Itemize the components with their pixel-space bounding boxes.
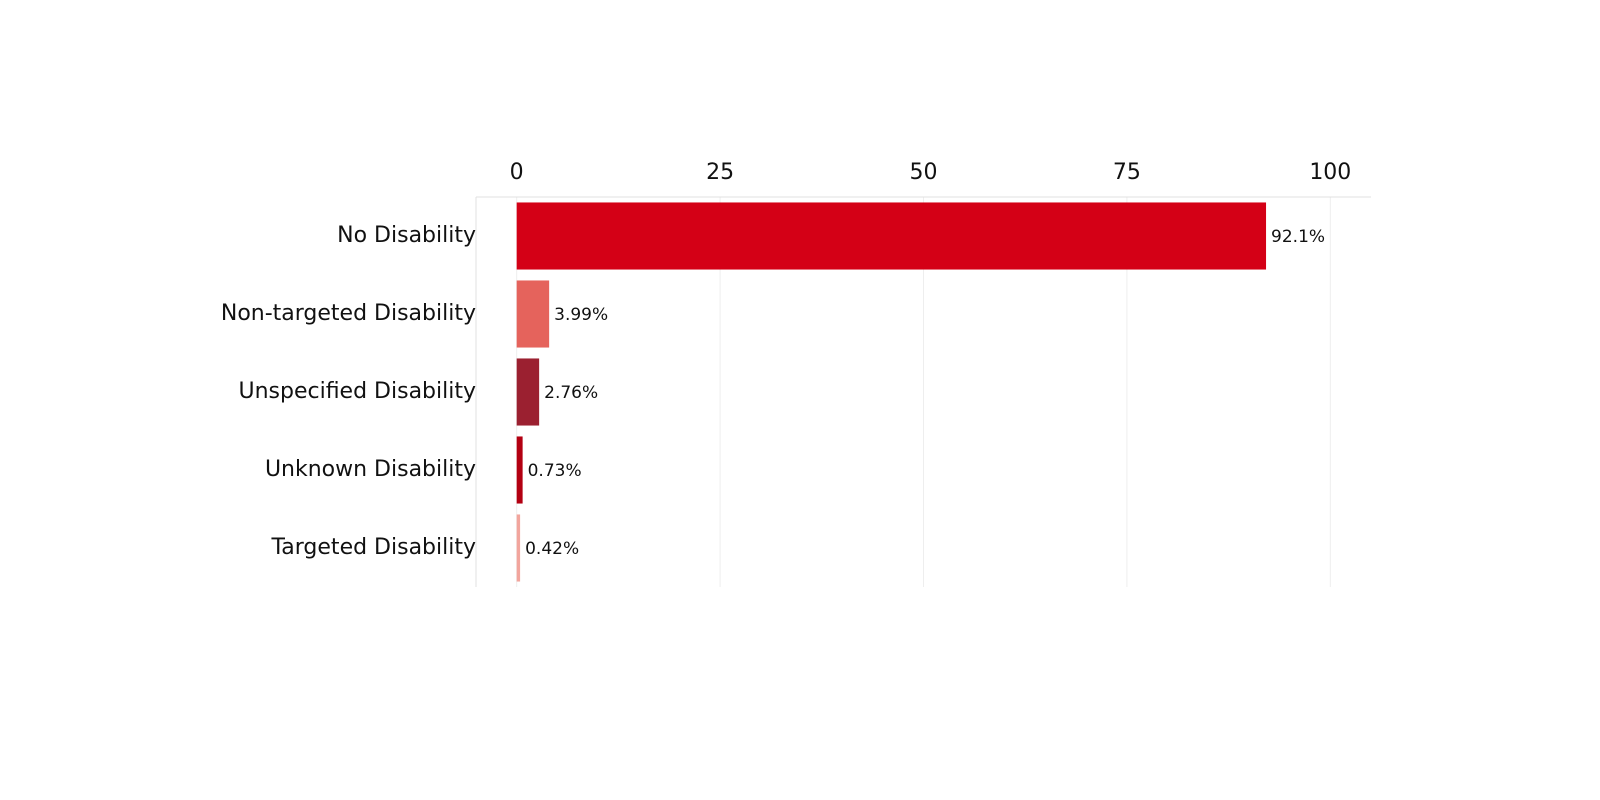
- bar: [516, 514, 521, 582]
- value-label: 0.42%: [525, 539, 579, 559]
- y-tick-label: Unspecified Disability: [238, 379, 476, 404]
- x-tick-label: 0: [510, 160, 524, 185]
- value-label: 2.76%: [544, 383, 598, 403]
- value-label: 0.73%: [528, 461, 582, 481]
- bar: [516, 436, 523, 504]
- bar: [516, 202, 1267, 270]
- bar: [516, 358, 540, 426]
- value-label: 3.99%: [554, 305, 608, 325]
- y-tick-label: Non-targeted Disability: [221, 301, 476, 326]
- y-tick-label: Unknown Disability: [265, 457, 476, 482]
- y-tick-label: No Disability: [337, 223, 476, 248]
- x-tick-label: 25: [706, 160, 734, 185]
- y-tick-label: Targeted Disability: [271, 535, 477, 560]
- value-label: 92.1%: [1271, 227, 1325, 247]
- x-tick-label: 75: [1113, 160, 1141, 185]
- x-tick-label: 100: [1309, 160, 1351, 185]
- bar: [516, 280, 550, 348]
- x-tick-label: 50: [910, 160, 938, 185]
